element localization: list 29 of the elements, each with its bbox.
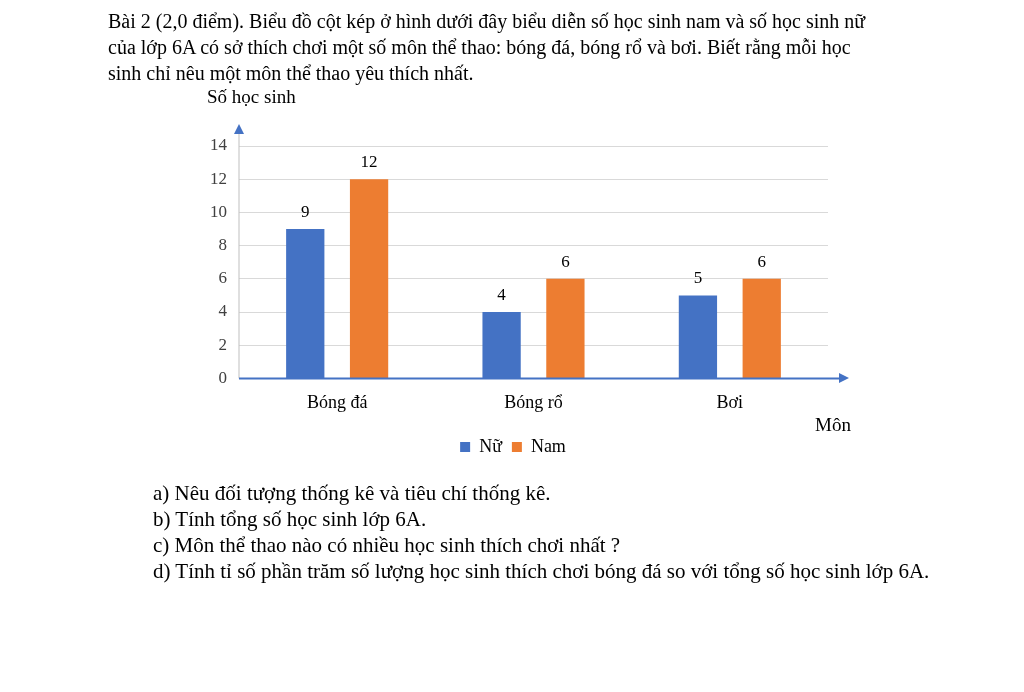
legend-label: Nữ [479, 435, 504, 456]
y-axis-title: Số học sinh [207, 86, 297, 108]
y-tick-label: 10 [210, 201, 227, 221]
y-tick-label: 4 [218, 301, 228, 321]
chart-title: Bài 2 (2,0 điểm). Biểu đồ cột kép ở hình dưới đây biểu diễn số học sinh nam và số học sinh nữ của lớp 6A có sở thích chơi một số môn thể thao: bóng đá, bóng rổ và bơi. Biết rằng mỗi học sinh chỉ nêu một môn thể thao yêu thích nhất. [107, 9, 867, 86]
data-label: 6 [561, 251, 570, 271]
data-label: 4 [497, 284, 507, 304]
text: c) Môn thể thao nào có nhiều học sinh thích chơi nhất ? [153, 532, 622, 558]
text: b) Tính tổng số học sinh lớp 6A. [153, 506, 428, 532]
data-label: 6 [757, 251, 766, 271]
y-tick-label: 14 [210, 135, 228, 155]
x-tick-label: Bóng rổ [504, 391, 563, 412]
y-tick-label: 12 [210, 168, 227, 188]
data-label: 9 [301, 201, 310, 221]
legend-label: Nam [530, 435, 566, 456]
y-tick-label: 8 [218, 235, 227, 255]
y-tick-label: 2 [218, 334, 227, 354]
bar [546, 278, 585, 378]
x-tick-label: Bóng đá [306, 391, 368, 412]
x-tick-label: Bơi [716, 391, 744, 412]
y-tick-label: 6 [218, 268, 227, 288]
bar [742, 278, 781, 378]
bar [349, 179, 389, 378]
data-label: 12 [360, 152, 378, 172]
y-tick-label: 0 [218, 367, 227, 387]
text: a) Nêu đối tượng thống kê và tiêu chí thống kê. [153, 480, 552, 506]
data-label: 5 [693, 268, 703, 288]
text: d) Tính tỉ số phần trăm số lượng học sinh thích chơi bóng đá so với tổng số học sinh lớp 6A. [153, 558, 931, 584]
x-axis-title: Môn [815, 413, 852, 435]
